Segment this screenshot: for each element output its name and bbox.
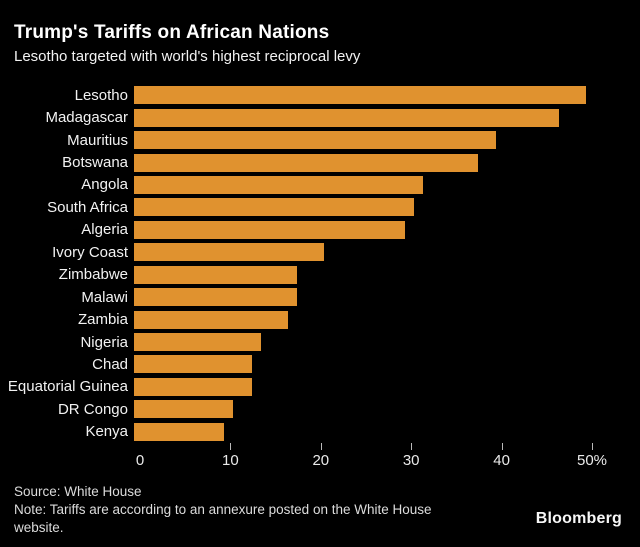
bar-track [134, 131, 586, 150]
category-label: Ivory Coast [52, 243, 128, 261]
chart-header: Trump's Tariffs on African Nations Lesot… [0, 0, 640, 66]
bar [134, 333, 261, 352]
bar [134, 108, 559, 127]
category-label: Lesotho [74, 86, 128, 104]
x-axis: 0 10 20 30 40 50% [136, 443, 607, 475]
category-label: Mauritius [67, 131, 128, 149]
category-label: Angola [81, 176, 128, 194]
bar-row: Zambia [0, 308, 640, 330]
bar-track [134, 333, 586, 352]
bar-track [134, 153, 586, 172]
axis-tick [230, 443, 232, 450]
bar-row: Malawi [0, 286, 640, 308]
axis-tick-label: 50% [576, 452, 608, 469]
bar-track [134, 355, 586, 374]
bar-row: Lesotho [0, 84, 640, 106]
bar-chart: Lesotho Madagascar Mauritius Botswana Angola… [0, 84, 640, 475]
bar [134, 175, 424, 194]
bar-row: Angola [0, 174, 640, 196]
bar-rows: Lesotho Madagascar Mauritius Botswana Angola… [0, 84, 640, 443]
bar-row: Nigeria [0, 331, 640, 353]
axis-tick [501, 443, 503, 450]
category-label: Zambia [77, 311, 128, 329]
bar [134, 153, 478, 172]
category-label: Madagascar [45, 109, 128, 127]
axis-tick-label: 20 [312, 452, 330, 469]
axis-tick [320, 443, 322, 450]
axis-tick-label: 0 [135, 452, 145, 469]
bar-track [134, 310, 586, 329]
bar [134, 243, 324, 262]
bar-row: Zimbabwe [0, 264, 640, 286]
category-label: Equatorial Guinea [7, 378, 128, 396]
bar-track [134, 220, 586, 239]
bar-track [134, 86, 586, 105]
category-label: Nigeria [80, 333, 128, 351]
bar-row: Ivory Coast [0, 241, 640, 263]
bar-track [134, 243, 586, 262]
bar-row: Equatorial Guinea [0, 376, 640, 398]
bar [134, 310, 288, 329]
bar-track [134, 108, 586, 127]
bar [134, 377, 252, 396]
axis-tick [411, 443, 413, 450]
category-label: Malawi [81, 288, 128, 306]
note-text: Note: Tariffs are according to an annexu… [14, 502, 432, 535]
bar [134, 400, 234, 419]
bar [134, 265, 297, 284]
page-title: Trump's Tariffs on African Nations [14, 22, 330, 43]
bar-track [134, 422, 586, 441]
bar-track [134, 198, 586, 217]
bar-track [134, 400, 586, 419]
bar-row: Chad [0, 353, 640, 375]
bar-row: Madagascar [0, 106, 640, 128]
bar-row: Algeria [0, 219, 640, 241]
bar-row: Mauritius [0, 129, 640, 151]
bar [134, 355, 252, 374]
bar-row: DR Congo [0, 398, 640, 420]
bar [134, 86, 586, 105]
category-label: Botswana [62, 154, 128, 172]
bar [134, 220, 406, 239]
bar-track [134, 175, 586, 194]
bar [134, 198, 415, 217]
category-label: DR Congo [57, 400, 128, 418]
category-label: Kenya [85, 423, 128, 441]
category-label: Algeria [81, 221, 128, 239]
axis-tick-label: 10 [222, 452, 239, 469]
axis-tick [592, 443, 593, 450]
bar-track [134, 265, 586, 284]
source-text: Source: White House [14, 484, 142, 499]
bar-row: Kenya [0, 421, 640, 443]
bar-row: Botswana [0, 151, 640, 173]
page-subtitle: Lesotho targeted with world's highest re… [14, 48, 361, 65]
axis-tick-label: 40 [493, 452, 510, 469]
category-label: Zimbabwe [58, 266, 128, 284]
chart-footer: Source: White House Note: Tariffs are ac… [14, 483, 474, 537]
bloomberg-logo: Bloomberg [535, 510, 622, 527]
bar [134, 422, 225, 441]
bar-track [134, 377, 586, 396]
bar [134, 131, 496, 150]
bar-track [134, 288, 586, 307]
bar-row: South Africa [0, 196, 640, 218]
category-label: Chad [92, 355, 128, 373]
category-label: South Africa [47, 198, 128, 216]
bar [134, 288, 297, 307]
axis-tick-label: 30 [402, 452, 420, 469]
